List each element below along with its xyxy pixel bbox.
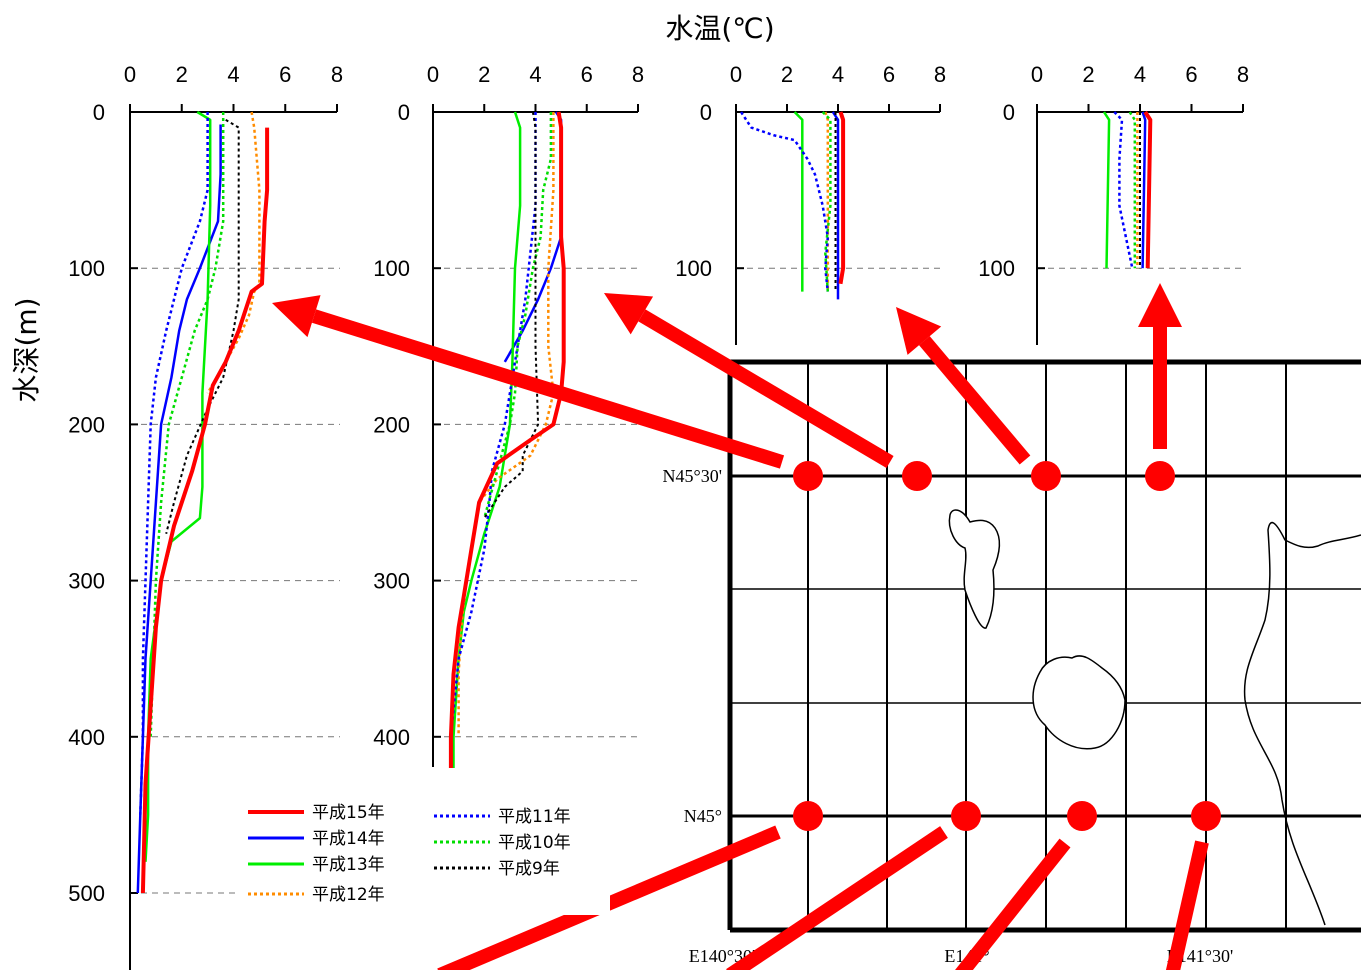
- series-line: [149, 112, 225, 737]
- legend-label: 平成12年: [312, 885, 385, 905]
- station-marker: [793, 801, 823, 831]
- legend-label: 平成11年: [498, 807, 571, 827]
- rishiri-island: [948, 509, 1001, 629]
- x-tick-label: 2: [478, 62, 490, 87]
- x-tick-label: 0: [427, 62, 439, 87]
- y-tick-label: 300: [68, 569, 105, 594]
- series-line: [793, 111, 804, 292]
- profile-panel-3: 0 2 4 6 8 0 100: [675, 62, 946, 345]
- x-tick-label: 0: [124, 62, 136, 87]
- series-line: [821, 111, 832, 292]
- x-tick-label: 8: [632, 62, 644, 87]
- series-line: [139, 112, 209, 815]
- arrow-shaft: [919, 336, 1031, 465]
- y-tick-label: 0: [93, 100, 105, 125]
- arrow-shaft: [726, 826, 948, 970]
- x-tick-label: 6: [883, 62, 895, 87]
- y-tick-label: 100: [675, 256, 712, 281]
- x-tick-label: 6: [1185, 62, 1197, 87]
- y-axis-title: 水深(m): [10, 297, 43, 402]
- x-tick-label: 2: [176, 62, 188, 87]
- station-marker: [951, 801, 981, 831]
- legend-label: 平成14年: [312, 829, 385, 849]
- series-line: [1141, 111, 1147, 269]
- station-marker: [1191, 801, 1221, 831]
- arrow-shaft: [1165, 840, 1209, 970]
- latitude-label: N45°30': [663, 466, 722, 486]
- series-line: [165, 118, 240, 534]
- series-line: [483, 112, 553, 519]
- y-tick-label: 500: [68, 881, 105, 906]
- profile-panel-2: 0 2 4 6 8 0 100 200 300 400: [373, 62, 644, 768]
- y-tick-label: 0: [1003, 100, 1015, 125]
- station-marker: [1031, 461, 1061, 491]
- station-marker: [902, 461, 932, 491]
- y-tick-label: 300: [373, 569, 410, 594]
- y-tick-label: 200: [68, 412, 105, 437]
- series-line: [1102, 111, 1111, 269]
- island: [1032, 655, 1126, 750]
- arrowhead: [604, 293, 654, 335]
- latitude-label: N45°: [684, 806, 722, 826]
- station-map: N45°30'N45°E140°30'E141°E141°30': [663, 359, 1361, 966]
- series-line: [838, 111, 846, 285]
- x-tick-label: 8: [1237, 62, 1249, 87]
- legend-label: 平成10年: [498, 833, 571, 853]
- station-marker: [793, 461, 823, 491]
- x-tick-label: 2: [1082, 62, 1094, 87]
- x-tick-label: 6: [581, 62, 593, 87]
- profile-panel-4: 0 2 4 6 8 0 100: [978, 62, 1249, 345]
- arrow-shaft: [955, 838, 1071, 970]
- y-tick-label: 0: [700, 100, 712, 125]
- x-tick-label: 0: [730, 62, 742, 87]
- series-line: [206, 111, 261, 394]
- legend-label: 平成9年: [498, 859, 560, 879]
- series-line: [140, 127, 270, 894]
- series-line: [831, 111, 840, 300]
- profile-panel-1: 0 2 4 6 8 0 100 200 300 400 500: [68, 62, 343, 970]
- series-line: [452, 111, 522, 768]
- y-tick-label: 0: [398, 100, 410, 125]
- station-marker: [1145, 461, 1175, 491]
- arrow-shaft: [638, 309, 894, 469]
- x-tick-label: 2: [781, 62, 793, 87]
- series-line: [1143, 110, 1153, 269]
- x-tick-label: 6: [279, 62, 291, 87]
- x-tick-label: 4: [832, 62, 844, 87]
- x-tick-label: 0: [1031, 62, 1043, 87]
- x-tick-label: 4: [529, 62, 541, 87]
- y-tick-label: 100: [373, 256, 410, 281]
- x-tick-label: 8: [934, 62, 946, 87]
- series-line: [448, 111, 566, 768]
- legend-background: [240, 797, 610, 915]
- station-marker: [1067, 801, 1097, 831]
- x-tick-label: 4: [227, 62, 239, 87]
- y-tick-label: 400: [373, 725, 410, 750]
- series-line: [740, 111, 830, 292]
- y-tick-label: 400: [68, 725, 105, 750]
- series-line: [449, 112, 537, 737]
- y-tick-label: 200: [373, 412, 410, 437]
- legend-label: 平成15年: [312, 803, 385, 823]
- series-line: [824, 111, 830, 292]
- y-tick-label: 100: [68, 256, 105, 281]
- x-tick-label: 8: [331, 62, 343, 87]
- y-tick-label: 100: [978, 256, 1015, 281]
- arrow-shaft: [311, 309, 785, 469]
- x-tick-label: 4: [1134, 62, 1146, 87]
- series-line: [1128, 111, 1137, 269]
- legend-label: 平成13年: [312, 855, 385, 875]
- x-axis-title: 水温(℃): [665, 12, 774, 45]
- arrowhead: [272, 295, 321, 338]
- arrowhead: [1138, 283, 1182, 327]
- arrowhead: [896, 307, 942, 355]
- hokkaido-coastline: [1243, 521, 1361, 926]
- series-line: [1113, 111, 1134, 269]
- series-line: [457, 112, 555, 737]
